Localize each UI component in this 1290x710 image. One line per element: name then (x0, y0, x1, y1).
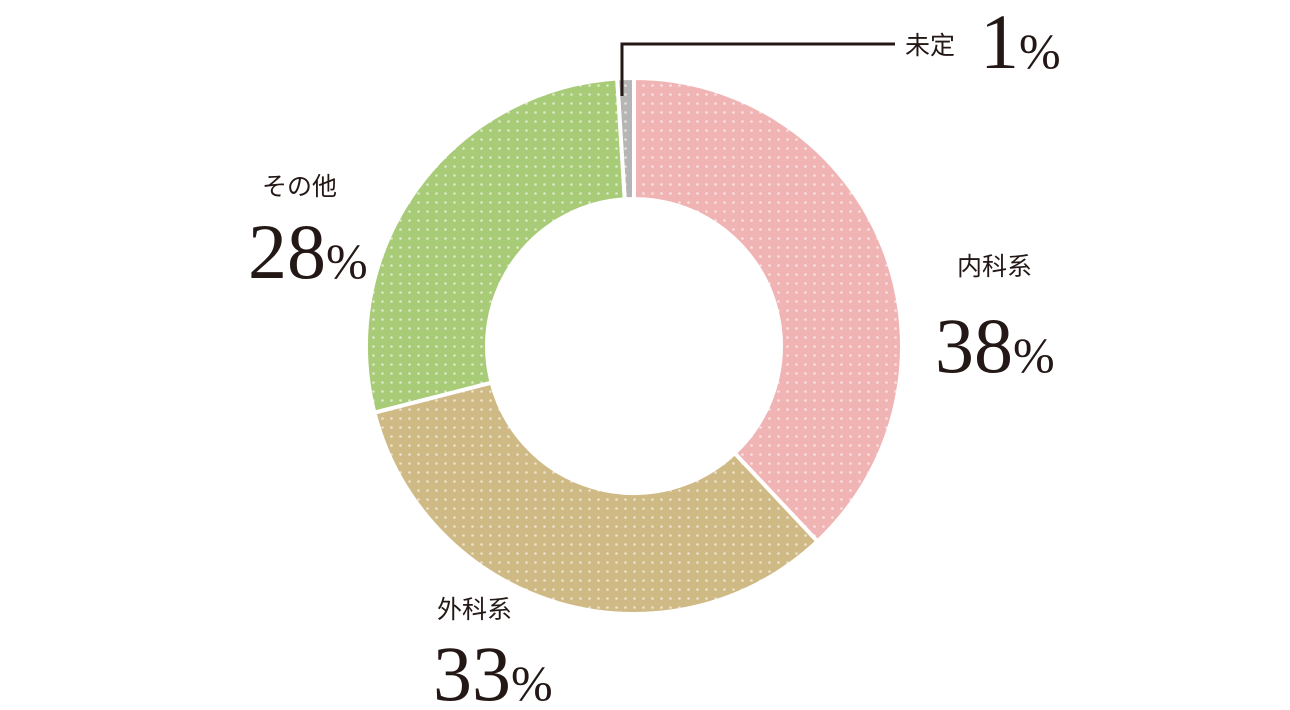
donut-slice-naika (632, 75, 904, 545)
data-label-geka: 外科系 33% (433, 595, 553, 710)
category-label-sonota: その他 (262, 172, 337, 201)
category-label-mitei: 未定 (905, 31, 955, 60)
percent-value-sonota: 28% (248, 208, 368, 295)
data-label-mitei: 未定 1% (905, 0, 1061, 85)
leader-line-mitei (620, 42, 895, 96)
category-label-naika: 内科系 (957, 252, 1032, 281)
donut-slice-geka (371, 380, 821, 616)
percent-value-mitei: 1% (980, 0, 1061, 85)
category-label-geka: 外科系 (437, 595, 512, 624)
donut-slice-sonota (364, 76, 627, 416)
percent-value-geka: 33% (433, 630, 553, 710)
percent-value-naika: 38% (935, 302, 1055, 389)
leader-lines (620, 42, 895, 96)
donut-slices (364, 75, 904, 616)
data-label-naika: 内科系 38% (935, 252, 1055, 389)
data-label-sonota: その他 28% (248, 172, 368, 295)
